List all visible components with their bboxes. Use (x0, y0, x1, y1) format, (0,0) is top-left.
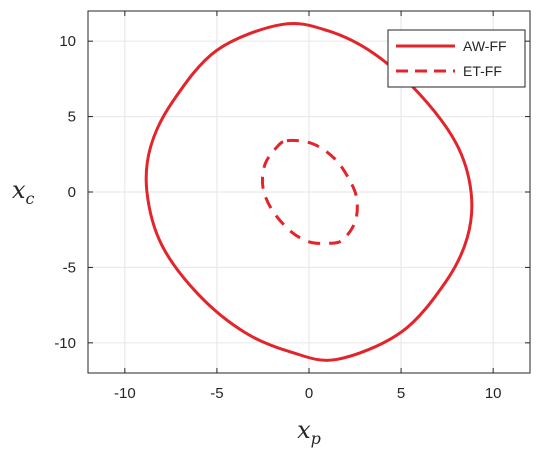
y-tick-label-4: 10 (59, 33, 76, 50)
x-tick-label-2: 0 (305, 385, 313, 402)
y-tick-label-1: -5 (63, 259, 76, 276)
x-axis-label-sub: p (311, 429, 321, 448)
y-axis-label: xc (12, 176, 35, 208)
y-axis-label-sub: c (26, 189, 35, 208)
x-axis-label: xp (297, 416, 321, 448)
x-tick-label-4: 10 (485, 385, 502, 402)
y-axis-label-main: x (12, 176, 26, 204)
x-tick-label-0: -10 (114, 385, 136, 402)
legend-label-et-ff: ET-FF (463, 63, 502, 79)
ticks: -10 -5 0 5 10 -10 -5 0 5 10 (54, 11, 530, 402)
y-tick-label-2: 0 (68, 184, 76, 201)
x-axis-label-main: x (297, 416, 311, 444)
series-line-aw-ff (144, 21, 474, 362)
legend-label-aw-ff: AW-FF (463, 38, 507, 54)
y-tick-label-0: -10 (54, 335, 76, 352)
series-layer (144, 21, 474, 362)
x-tick-label-3: 5 (397, 385, 405, 402)
y-tick-label-3: 5 (68, 109, 76, 126)
legend-box (387, 29, 526, 88)
legend: AW-FF ET-FF (387, 29, 526, 88)
x-tick-label-1: -5 (210, 385, 223, 402)
